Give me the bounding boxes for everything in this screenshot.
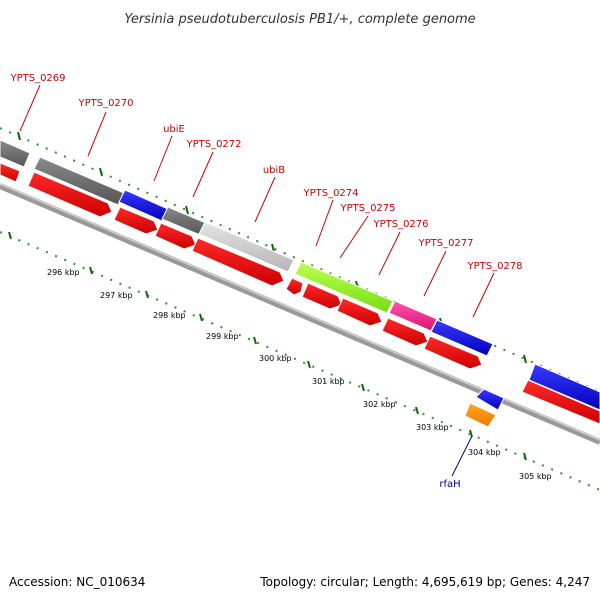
cds-arrow[interactable] <box>285 277 304 296</box>
scale-label-303: 303 kbp <box>416 423 449 432</box>
map-title: Yersinia pseudotuberculosis PB1/+, compl… <box>124 12 475 27</box>
cds-arrow[interactable] <box>0 162 21 183</box>
accession-text: Accession: NC_010634 <box>9 575 146 589</box>
gene-label-YPTS_0272[interactable]: YPTS_0272 <box>185 139 241 150</box>
cds-arrow[interactable] <box>191 237 285 287</box>
gene-block-0274-0275[interactable] <box>294 261 394 314</box>
scale-label-302: 302 kbp <box>363 400 396 409</box>
inner-major-ticks <box>8 231 527 461</box>
cds-arrow[interactable] <box>336 297 383 327</box>
scale-label-297: 297 kbp <box>100 291 133 300</box>
gene-block-0272[interactable] <box>161 206 207 236</box>
gene-label-YPTS_0277[interactable]: YPTS_0277 <box>417 238 473 249</box>
gene-block-0269[interactable] <box>0 139 31 168</box>
scale-label-299: 299 kbp <box>206 332 239 341</box>
gene-block-next[interactable] <box>528 363 600 411</box>
gene-block-0277-0278[interactable] <box>430 319 494 357</box>
gene-label-YPTS_0275[interactable]: YPTS_0275 <box>339 203 395 214</box>
cds-arrow[interactable] <box>154 222 197 250</box>
scale-label-298: 298 kbp <box>153 311 186 320</box>
cds-arrow[interactable] <box>381 317 429 347</box>
genome-backbone <box>0 183 600 445</box>
gene-label-YPTS_0274[interactable]: YPTS_0274 <box>302 188 358 199</box>
reverse-track <box>464 388 505 428</box>
label-leaders <box>19 84 495 318</box>
gene-label-rfaH[interactable]: rfaH <box>439 479 460 490</box>
cds-arrow[interactable] <box>423 335 483 370</box>
cds-track <box>0 162 600 425</box>
cds-arrow[interactable] <box>27 171 113 218</box>
scale-label-304: 304 kbp <box>468 448 501 457</box>
scale-label-305: 305 kbp <box>519 472 552 481</box>
gene-label-ubiE[interactable]: ubiE <box>163 124 185 135</box>
topology-text: Topology: circular; Length: 4,695,619 bp… <box>260 575 590 589</box>
scale-label-301: 301 kbp <box>312 377 345 386</box>
gene-block-ubiB[interactable] <box>198 221 295 273</box>
gene-block-rfaH[interactable] <box>464 402 497 428</box>
gene-block-blue-reverse[interactable] <box>475 388 505 411</box>
scale-label-296: 296 kbp <box>47 268 80 277</box>
cds-arrow[interactable] <box>113 206 159 235</box>
gene-label-YPTS_0278[interactable]: YPTS_0278 <box>466 261 522 272</box>
gene-label-YPTS_0270[interactable]: YPTS_0270 <box>77 98 133 109</box>
gene-labels: YPTS_0269 YPTS_0270 ubiE YPTS_0272 ubiB … <box>9 73 522 490</box>
gene-label-ubiB[interactable]: ubiB <box>263 165 285 176</box>
outer-tick-track <box>0 127 600 393</box>
scale-label-300: 300 kbp <box>259 354 292 363</box>
label-leaders-blue <box>451 435 473 477</box>
gene-block-ubiE[interactable] <box>118 189 169 222</box>
gene-label-YPTS_0276[interactable]: YPTS_0276 <box>372 219 428 230</box>
gene-track <box>0 139 600 411</box>
cds-arrow[interactable] <box>521 379 600 425</box>
scale-labels: 296 kbp 297 kbp 298 kbp 299 kbp 300 kbp … <box>47 268 552 481</box>
gene-block-0270[interactable] <box>33 156 125 206</box>
gene-label-YPTS_0269[interactable]: YPTS_0269 <box>9 73 65 84</box>
cds-arrow[interactable] <box>301 282 343 310</box>
